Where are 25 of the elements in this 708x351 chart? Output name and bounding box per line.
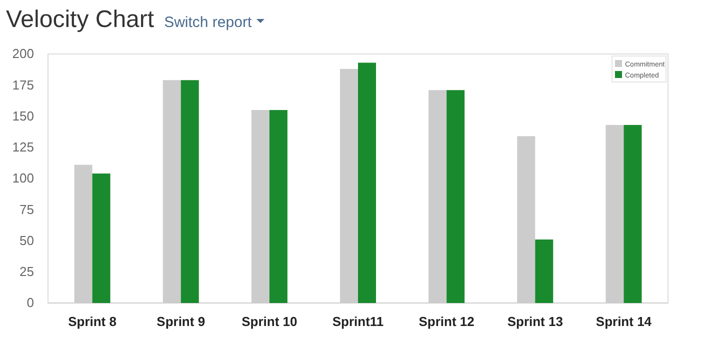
y-tick-label: 25 — [20, 264, 34, 280]
x-tick-label: Sprint 9 — [156, 314, 206, 330]
y-tick-label: 150 — [12, 108, 34, 124]
chart-title: Velocity Chart — [6, 6, 154, 33]
x-tick-label: Sprint 13 — [507, 314, 563, 330]
y-tick-label: 125 — [12, 140, 34, 155]
y-tick-label: 200 — [12, 46, 34, 62]
y-tick-label: 100 — [12, 170, 34, 186]
y-tick-label: 0 — [26, 295, 34, 310]
x-tick-label: Sprint 12 — [418, 314, 474, 330]
bar — [269, 110, 288, 303]
y-tick-label: 50 — [20, 232, 34, 248]
y-tick-label: 175 — [12, 77, 34, 92]
bar — [358, 62, 376, 303]
bar — [180, 80, 199, 303]
x-tick-label: Sprint 14 — [596, 314, 652, 330]
x-tick-label: Sprint 10 — [242, 314, 298, 330]
bar — [446, 90, 465, 303]
bar — [535, 240, 554, 303]
x-tick-label: Sprint11 — [332, 314, 384, 330]
y-tick-label: 75 — [20, 202, 34, 217]
bar — [92, 174, 110, 303]
x-tick-label: Sprint 8 — [68, 314, 116, 330]
bar — [624, 124, 642, 303]
chart-subtitle: Switch report — [164, 14, 252, 31]
